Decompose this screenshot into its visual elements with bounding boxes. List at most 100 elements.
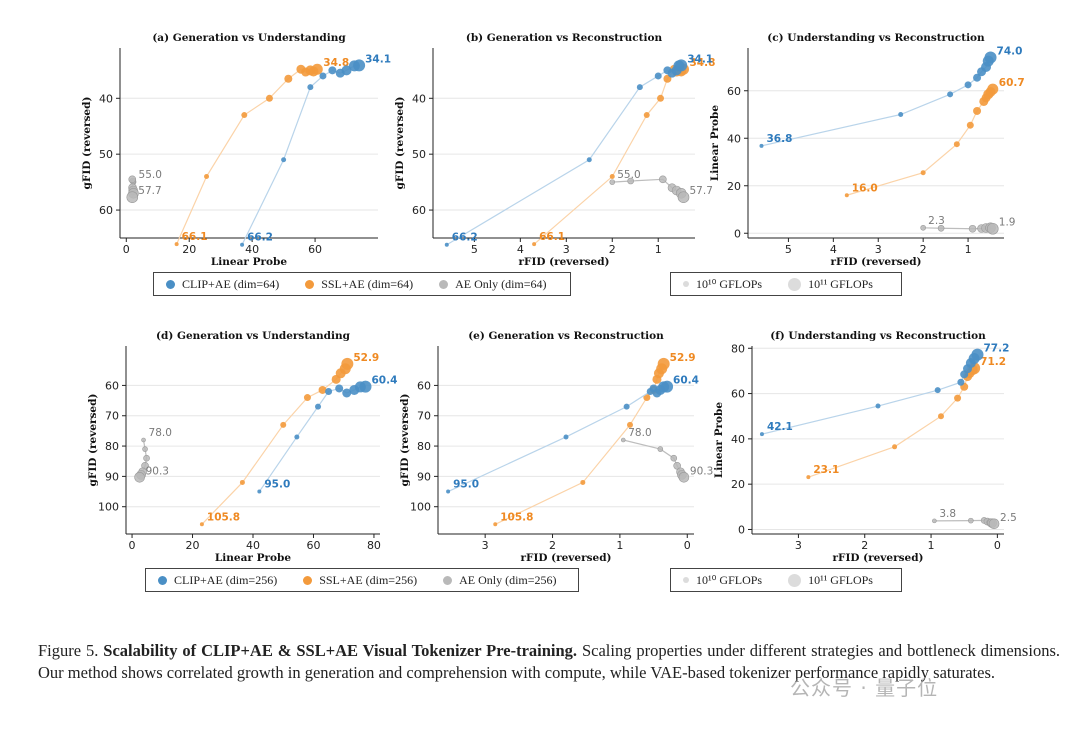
series-ssl: 66.1 34.8 (532, 57, 715, 247)
series-line (176, 68, 318, 245)
data-point (806, 475, 811, 480)
y-tick-label: 20 (731, 478, 745, 491)
y-tick-label: 90 (105, 470, 119, 483)
legend-item-ssl: SSL+AE (dim=256) (303, 573, 417, 588)
x-tick-label: 4 (830, 243, 837, 256)
series-ssl: 16.0 60.7 (844, 77, 1025, 198)
x-axis-label: Linear Probe (215, 552, 291, 564)
y-tick-label: 0 (734, 227, 741, 240)
legend-dot-ssl (303, 575, 313, 585)
legend-label-clip: CLIP+AE (dim=64) (182, 276, 280, 291)
legend-item-small: 10¹⁰ GFLOPs (683, 277, 762, 292)
series-clip: 66.2 34.1 (444, 53, 713, 247)
y-tick-label: 100 (410, 501, 431, 514)
data-point (199, 522, 204, 527)
x-tick-label: 3 (563, 243, 570, 256)
data-point (586, 157, 592, 163)
start-data-label: 23.1 (813, 464, 839, 476)
start-data-label: 55.0 (617, 169, 640, 181)
start-data-label: 105.8 (207, 511, 240, 523)
figure-caption: Figure 5. Scalability of CLIP+AE & SSL+A… (38, 640, 1060, 684)
y-tick-label: 40 (99, 92, 113, 105)
x-axis-label: rFID (reversed) (832, 552, 923, 564)
start-data-label: 36.8 (766, 133, 792, 145)
legend-dot-clip (158, 575, 167, 585)
x-tick-label: 1 (928, 539, 935, 552)
legend-label-large: 10¹¹ GFLOPs (808, 276, 873, 291)
panel-e: (e) Generation vs Reconstruction 60 70 80 90… (399, 330, 713, 564)
series-line (846, 88, 994, 196)
y-tick-label: 20 (727, 180, 741, 193)
legend-size-row2: 10¹⁰ GFLOPs 10¹¹ GFLOPs (670, 568, 902, 592)
y-tick-label: 60 (731, 388, 745, 401)
end-data-label: 34.1 (365, 53, 391, 65)
start-data-label: 105.8 (500, 511, 533, 523)
legend-item-ae: AE Only (dim=256) (443, 573, 557, 588)
data-point (759, 432, 764, 437)
data-point (844, 193, 849, 198)
start-data-label: 95.0 (453, 479, 479, 491)
x-tick-label: 5 (471, 243, 478, 256)
start-data-label: 66.1 (539, 231, 565, 243)
data-point (609, 179, 616, 185)
x-tick-label: 2 (861, 539, 868, 552)
caption-body: Scaling properties under different strat… (38, 641, 1060, 682)
series-clip: 66.2 34.1 (240, 53, 391, 247)
data-point (947, 91, 954, 98)
data-point (444, 242, 449, 247)
x-tick-label: 3 (795, 539, 802, 552)
data-point (609, 174, 615, 180)
y-tick-label: 70 (105, 410, 119, 423)
x-tick-label: 0 (994, 539, 1001, 552)
data-point (239, 479, 245, 485)
data-point (240, 242, 245, 247)
data-point (627, 421, 633, 428)
series-clip: 42.1 77.2 (759, 343, 1009, 437)
legend-item-large: 10¹¹ GFLOPs (788, 573, 873, 588)
data-point (307, 84, 314, 91)
y-axis-label: gFID (reversed) (87, 394, 99, 487)
x-tick-label: 2 (920, 243, 927, 256)
data-point (987, 83, 999, 95)
data-point (954, 394, 962, 402)
start-data-label: 2.3 (928, 215, 945, 227)
data-point (580, 479, 586, 485)
end-data-label: 2.5 (1000, 512, 1017, 524)
data-point (984, 51, 997, 64)
series-line (761, 354, 978, 435)
legend-dot-large (788, 573, 802, 587)
x-tick-label: 40 (246, 539, 260, 552)
x-tick-label: 0 (123, 243, 130, 256)
end-data-label: 52.9 (353, 352, 379, 364)
data-point (934, 387, 941, 394)
series-ae: 78.0 90.3 (620, 427, 713, 483)
data-point (342, 388, 352, 398)
start-data-label: 66.1 (182, 231, 208, 243)
end-data-label: 52.9 (670, 352, 696, 364)
series-line (241, 64, 360, 245)
y-tick-label: 90 (417, 470, 431, 483)
y-tick-label: 80 (105, 440, 119, 453)
data-point (937, 224, 945, 232)
data-point (657, 446, 664, 452)
data-point (659, 175, 667, 184)
data-point (677, 191, 690, 204)
series-clip: 36.8 74.0 (759, 46, 1022, 148)
series-ssl: 105.8 52.9 (199, 352, 379, 527)
data-point (563, 434, 569, 440)
y-tick-label: 60 (412, 204, 426, 217)
data-point (335, 384, 344, 393)
data-point (315, 403, 322, 410)
x-axis-label: rFID (reversed) (520, 552, 611, 564)
watermark-text: 公众号 · 量子位 (790, 676, 939, 700)
data-point (643, 112, 650, 119)
legend-dot-ae (439, 279, 449, 289)
legend-item-ssl: SSL+AE (dim=64) (305, 277, 413, 292)
data-point (294, 434, 300, 440)
data-point (446, 489, 451, 494)
series-ae: 55.0 57.7 (609, 169, 713, 204)
legend-item-small: 10¹⁰ GFLOPs (683, 573, 762, 588)
x-tick-label: 2 (609, 243, 616, 256)
data-point (328, 66, 337, 75)
data-point (643, 394, 651, 402)
